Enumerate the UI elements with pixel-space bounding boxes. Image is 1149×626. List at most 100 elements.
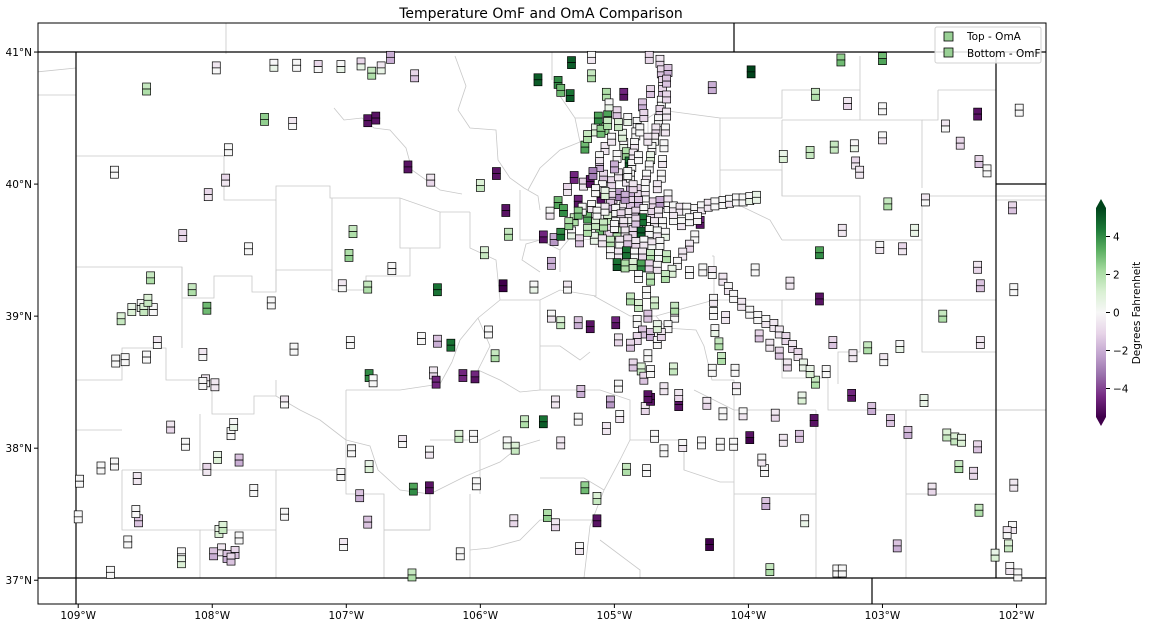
station-marker bbox=[492, 167, 501, 180]
station-oma-cell bbox=[782, 358, 792, 366]
station-omf-cell bbox=[639, 241, 649, 249]
station-omf-cell bbox=[646, 91, 655, 99]
x-tick-label: 108°W bbox=[194, 610, 230, 622]
station-oma-cell bbox=[631, 237, 641, 244]
station-marker bbox=[886, 414, 895, 427]
station-marker bbox=[502, 436, 512, 450]
station-oma-cell bbox=[417, 332, 426, 339]
station-omf-cell bbox=[142, 356, 151, 364]
station-oma-cell bbox=[202, 301, 212, 309]
station-marker bbox=[697, 436, 706, 450]
station-omf-cell bbox=[718, 413, 728, 421]
station-omf-cell bbox=[973, 266, 982, 274]
station-oma-cell bbox=[673, 256, 682, 264]
station-oma-cell bbox=[198, 377, 208, 384]
colorbar-label: Degrees Fahrenheit bbox=[1131, 262, 1143, 365]
station-omf-cell bbox=[674, 395, 684, 402]
station-oma-cell bbox=[815, 246, 824, 254]
station-omf-cell bbox=[618, 134, 627, 142]
station-oma-cell bbox=[738, 407, 748, 415]
station-omf-cell bbox=[110, 171, 119, 179]
station-marker bbox=[425, 445, 434, 459]
station-omf-cell bbox=[213, 457, 222, 464]
station-oma-cell bbox=[805, 365, 815, 372]
station-oma-cell bbox=[229, 418, 239, 425]
station-oma-cell bbox=[106, 565, 115, 573]
station-oma-cell bbox=[131, 505, 141, 512]
station-omf-cell bbox=[811, 381, 820, 389]
station-marker bbox=[662, 90, 672, 104]
station-marker bbox=[843, 97, 852, 110]
station-oma-cell bbox=[990, 548, 1000, 556]
station-omf-cell bbox=[717, 358, 726, 365]
y-tick-label: 37°N bbox=[6, 575, 32, 587]
station-marker bbox=[575, 234, 584, 248]
station-oma-cell bbox=[592, 206, 602, 214]
station-oma-cell bbox=[770, 408, 780, 416]
station-omf-cell bbox=[556, 442, 566, 450]
station-oma-cell bbox=[752, 190, 761, 198]
station-omf-cell bbox=[903, 431, 913, 439]
station-marker bbox=[682, 202, 692, 216]
station-omf-cell bbox=[626, 344, 635, 352]
station-marker bbox=[837, 564, 847, 578]
station-omf-cell bbox=[583, 229, 592, 237]
station-marker bbox=[636, 259, 646, 273]
station-oma-cell bbox=[753, 311, 763, 318]
station-omf-cell bbox=[198, 354, 208, 361]
station-oma-cell bbox=[957, 433, 966, 441]
station-oma-cell bbox=[774, 346, 784, 354]
station-oma-cell bbox=[655, 54, 665, 62]
station-oma-cell bbox=[836, 53, 846, 61]
station-oma-cell bbox=[707, 363, 717, 371]
station-oma-cell bbox=[339, 538, 348, 545]
station-marker bbox=[800, 514, 810, 528]
station-omf-cell bbox=[623, 173, 633, 180]
station-oma-cell bbox=[1009, 283, 1019, 291]
station-omf-cell bbox=[678, 445, 688, 452]
station-oma-cell bbox=[178, 229, 188, 236]
station-omf-cell bbox=[883, 203, 893, 211]
station-omf-cell bbox=[663, 195, 673, 203]
station-marker bbox=[614, 379, 623, 393]
station-marker bbox=[538, 230, 548, 244]
station-omf-cell bbox=[969, 472, 978, 480]
station-marker bbox=[591, 184, 600, 198]
station-oma-cell bbox=[623, 113, 633, 120]
station-oma-cell bbox=[745, 431, 755, 438]
station-marker bbox=[604, 98, 614, 112]
station-marker bbox=[975, 279, 985, 293]
station-omf-cell bbox=[652, 342, 662, 349]
station-omf-cell bbox=[492, 173, 501, 180]
station-marker bbox=[599, 218, 609, 232]
station-oma-cell bbox=[529, 280, 539, 288]
station-omf-cell bbox=[454, 435, 464, 443]
station-omf-cell bbox=[982, 170, 992, 178]
station-marker bbox=[407, 568, 417, 582]
station-marker bbox=[652, 260, 662, 274]
station-omf-cell bbox=[778, 439, 788, 447]
station-marker bbox=[266, 296, 276, 310]
station-omf-cell bbox=[425, 487, 434, 495]
station-marker bbox=[634, 299, 643, 312]
station-oma-cell bbox=[654, 114, 663, 122]
station-marker bbox=[592, 492, 602, 505]
station-marker bbox=[339, 538, 348, 551]
station-marker bbox=[484, 325, 493, 339]
station-marker bbox=[639, 235, 649, 249]
station-omf-cell bbox=[363, 120, 373, 128]
station-omf-cell bbox=[1009, 484, 1019, 492]
station-marker bbox=[106, 565, 115, 579]
station-omf-cell bbox=[875, 247, 885, 254]
station-oma-cell bbox=[563, 280, 572, 288]
station-marker bbox=[116, 312, 126, 326]
station-oma-cell bbox=[746, 65, 756, 73]
station-omf-cell bbox=[709, 299, 718, 307]
station-omf-cell bbox=[589, 237, 599, 245]
station-omf-cell bbox=[596, 130, 606, 138]
station-marker bbox=[75, 474, 84, 488]
station-marker bbox=[707, 81, 717, 95]
station-omf-cell bbox=[266, 302, 276, 310]
station-oma-cell bbox=[288, 117, 298, 124]
station-omf-cell bbox=[829, 146, 839, 154]
